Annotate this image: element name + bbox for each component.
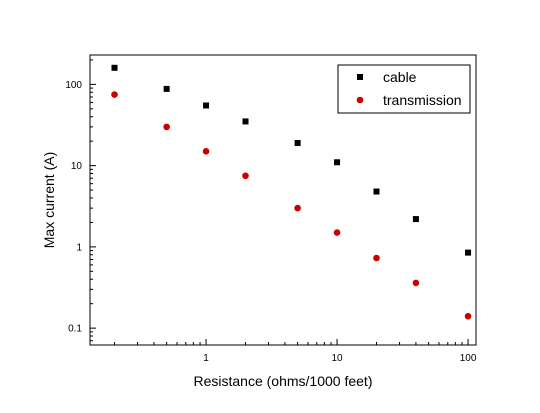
- point-cable: [412, 216, 419, 223]
- point-transmission: [294, 204, 301, 212]
- legend-marker-cable: [357, 74, 363, 80]
- point-transmission: [373, 254, 380, 262]
- legend-marker-transmission: [356, 96, 364, 104]
- point-transmission: [464, 312, 472, 320]
- legend-label-cable: cable: [383, 69, 417, 85]
- point-transmission: [163, 123, 170, 131]
- point-transmission: [333, 229, 341, 236]
- x-tick-label: 1: [203, 353, 209, 364]
- point-cable: [203, 102, 210, 109]
- y-tick-label: 1: [76, 242, 82, 253]
- x-axis-title: Resistance (ohms/1000 feet): [194, 373, 373, 389]
- point-transmission: [111, 91, 118, 98]
- x-tick-label: 100: [460, 353, 477, 364]
- point-transmission: [202, 148, 210, 155]
- axis-tick-labels: 1 10 100 0.1 1 10 100: [65, 80, 477, 364]
- point-transmission: [242, 172, 249, 180]
- point-cable: [294, 139, 301, 146]
- y-tick-label: 0.1: [68, 324, 82, 335]
- point-cable: [334, 159, 341, 166]
- y-axis-title: Max current (A): [41, 152, 57, 248]
- plot-frame: [89, 54, 477, 346]
- point-cable: [242, 118, 249, 125]
- axis-ticks: [90, 59, 469, 345]
- data-points: [111, 64, 472, 320]
- y-tick-label: 100: [65, 80, 82, 91]
- y-tick-label: 10: [71, 161, 83, 172]
- point-transmission: [412, 279, 420, 287]
- point-cable: [465, 249, 472, 256]
- x-tick-label: 10: [331, 353, 343, 364]
- legend-label-transmission: transmission: [383, 92, 462, 108]
- legend: cable transmission: [337, 64, 471, 114]
- point-cable: [111, 64, 118, 71]
- point-cable: [163, 85, 170, 92]
- legend-box: [337, 64, 471, 114]
- point-cable: [373, 188, 380, 195]
